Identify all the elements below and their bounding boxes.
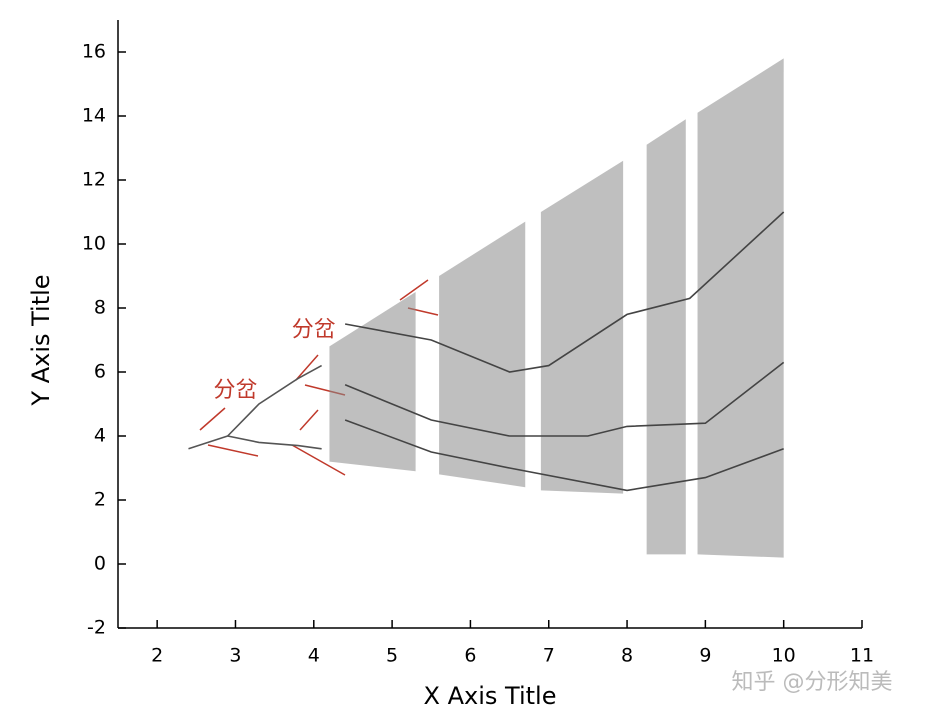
x-axis-title: X Axis Title (424, 682, 557, 710)
watermark: 知乎 @分形知美 (732, 670, 893, 695)
y-axis-title: Y Axis Title (27, 274, 55, 406)
hand-marks (199, 279, 439, 476)
y-tick-label: 10 (82, 233, 106, 255)
y-tick-label: 6 (94, 361, 106, 383)
x-tick-label: 4 (308, 645, 320, 667)
x-tick-label: 11 (850, 645, 874, 667)
y-tick-label: 0 (94, 553, 106, 575)
branch-line (344, 419, 784, 492)
x-tick-label: 8 (621, 645, 633, 667)
branch-line (227, 364, 323, 437)
x-tick-label: 5 (386, 645, 398, 667)
branch-line (344, 211, 785, 373)
annotation: 分岔 (213, 378, 257, 403)
y-tick-label: 12 (82, 169, 106, 191)
chaotic-band (646, 119, 686, 555)
y-tick-label: -2 (87, 617, 106, 639)
y-tick-label: 4 (94, 425, 106, 447)
chaotic-band (329, 292, 416, 472)
branch-line (227, 435, 322, 450)
chaotic-band (697, 58, 784, 558)
chaotic-band (439, 221, 526, 488)
x-tick-label: 7 (543, 645, 555, 667)
branch-line (344, 361, 785, 437)
x-tick-label: 3 (229, 645, 241, 667)
x-tick-label: 10 (772, 645, 796, 667)
x-tick-label: 9 (699, 645, 711, 667)
x-tick-label: 2 (151, 645, 163, 667)
y-tick-label: 8 (94, 297, 106, 319)
y-tick-label: 2 (94, 489, 106, 511)
branch-line (188, 435, 228, 450)
y-tick-label: 16 (82, 41, 106, 63)
y-tick-label: 14 (82, 105, 106, 127)
x-tick-label: 6 (464, 645, 476, 667)
chaotic-band (540, 160, 624, 494)
annotation: 分岔 (292, 317, 336, 342)
